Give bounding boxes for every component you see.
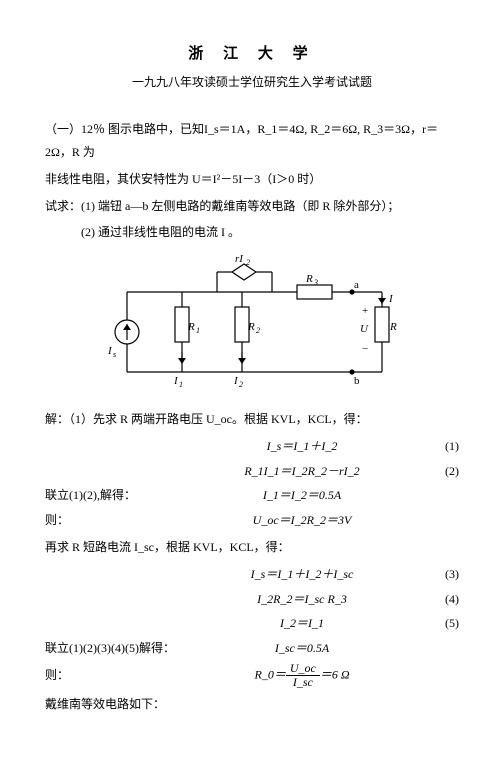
page-title: 浙 江 大 学: [45, 40, 459, 69]
label-r3: R: [305, 273, 313, 285]
svg-text:2: 2: [256, 326, 260, 335]
page-subtitle: 一九九八年攻读硕士学位研究生入学考试试题: [45, 71, 459, 94]
circuit-svg: Is R1 R2 R3 R I1 I2 rI2 a b I + U −: [102, 252, 402, 392]
equation-3: 联立(1)(2),解得： I_1＝I_2＝0.5A: [45, 484, 459, 507]
label-ri2: rI: [235, 253, 244, 265]
svg-text:3: 3: [313, 278, 318, 287]
label-i: I: [388, 293, 394, 305]
equation-7: I_2＝I_1 (5): [45, 612, 459, 635]
solution-line-1: 解：（1）先求 R 两端开路电压 U_oc。根据 KVL，KCL，得：: [45, 408, 459, 431]
solution-line-2: 再求 R 短路电流 I_sc，根据 KVL，KCL，得：: [45, 536, 459, 559]
svg-text:2: 2: [246, 258, 250, 267]
svg-text:1: 1: [179, 380, 183, 389]
problem-line-3: 试求：(1) 端钮 a—b 左侧电路的戴维南等效电路（即 R 除外部分）；: [45, 195, 459, 218]
equation-1: I_s＝I_1＋I_2 (1): [45, 435, 459, 458]
label-plus: +: [362, 305, 368, 317]
problem-line-2: 非线性电阻，其伏安特性为 U＝I²－5I－3（I＞0 时）: [45, 168, 459, 191]
label-b: b: [354, 375, 360, 387]
label-r1: R: [187, 321, 195, 333]
label-minus: −: [362, 343, 368, 355]
problem-line-1: （一）12％ 图示电路中，已知I_s＝1A，R_1＝4Ω, R_2＝6Ω, R_…: [45, 118, 459, 164]
equation-8: 联立(1)(2)(3)(4)(5)解得： I_sc＝0.5A: [45, 637, 459, 660]
label-r2: R: [247, 321, 255, 333]
label-u: U: [360, 323, 369, 335]
circuit-diagram: Is R1 R2 R3 R I1 I2 rI2 a b I + U −: [45, 252, 459, 400]
problem-line-4: (2) 通过非线性电阻的电流 I 。: [45, 221, 459, 244]
equation-4: 则： U_oc＝I_2R_2＝3V: [45, 509, 459, 532]
svg-text:s: s: [113, 350, 116, 359]
equation-9: 则： R_0＝U_ocI_sc＝6 Ω: [45, 662, 459, 689]
equation-6: I_2R_2＝I_sc R_3 (4): [45, 588, 459, 611]
label-a: a: [354, 279, 359, 291]
equation-5: I_s＝I_1＋I_2＋I_sc (3): [45, 563, 459, 586]
equation-2: R_1I_1＝I_2R_2－rI_2 (2): [45, 460, 459, 483]
label-r: R: [389, 321, 397, 333]
svg-text:1: 1: [196, 326, 200, 335]
svg-text:2: 2: [239, 380, 243, 389]
